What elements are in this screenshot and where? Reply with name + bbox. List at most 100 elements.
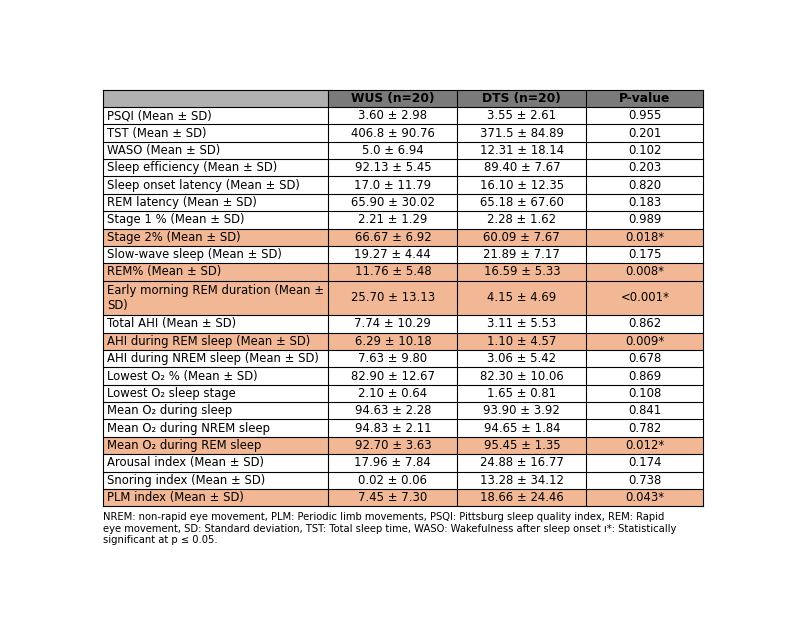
Bar <box>586 367 704 384</box>
Bar <box>328 402 457 419</box>
Bar <box>586 90 704 107</box>
Bar <box>457 454 586 471</box>
Text: 0.678: 0.678 <box>628 352 662 365</box>
Text: PLM index (Mean ± SD): PLM index (Mean ± SD) <box>107 491 244 504</box>
Bar <box>328 159 457 176</box>
Text: PSQI (Mean ± SD): PSQI (Mean ± SD) <box>107 109 212 122</box>
Text: Mean O₂ during sleep: Mean O₂ during sleep <box>107 404 232 417</box>
Text: 0.174: 0.174 <box>628 457 662 469</box>
Bar <box>586 124 704 142</box>
Bar <box>328 176 457 194</box>
Text: Snoring index (Mean ± SD): Snoring index (Mean ± SD) <box>107 474 265 487</box>
Bar <box>328 194 457 211</box>
Bar <box>457 367 586 384</box>
Bar <box>103 471 328 489</box>
Text: 7.74 ± 10.29: 7.74 ± 10.29 <box>354 317 431 330</box>
Text: 1.10 ± 4.57: 1.10 ± 4.57 <box>487 335 556 348</box>
Text: 7.45 ± 7.30: 7.45 ± 7.30 <box>358 491 427 504</box>
Text: REM% (Mean ± SD): REM% (Mean ± SD) <box>107 265 221 278</box>
Text: 94.83 ± 2.11: 94.83 ± 2.11 <box>354 422 431 435</box>
Text: 11.76 ± 5.48: 11.76 ± 5.48 <box>354 265 431 278</box>
Text: 0.108: 0.108 <box>628 387 662 400</box>
Text: AHI during NREM sleep (Mean ± SD): AHI during NREM sleep (Mean ± SD) <box>107 352 319 365</box>
Bar <box>457 384 586 402</box>
Text: 1.65 ± 0.81: 1.65 ± 0.81 <box>487 387 556 400</box>
Text: 65.18 ± 67.60: 65.18 ± 67.60 <box>480 196 563 209</box>
Bar <box>586 402 704 419</box>
Text: Sleep onset latency (Mean ± SD): Sleep onset latency (Mean ± SD) <box>107 178 300 192</box>
Text: Total AHI (Mean ± SD): Total AHI (Mean ± SD) <box>107 317 236 330</box>
Bar <box>103 350 328 367</box>
Bar <box>328 419 457 437</box>
Bar <box>457 350 586 367</box>
Text: 4.15 ± 4.69: 4.15 ± 4.69 <box>487 292 556 305</box>
Text: 0.869: 0.869 <box>628 370 662 383</box>
Text: 7.63 ± 9.80: 7.63 ± 9.80 <box>358 352 427 365</box>
Text: 0.738: 0.738 <box>628 474 662 487</box>
Bar <box>328 107 457 124</box>
Bar <box>103 316 328 333</box>
Text: 0.203: 0.203 <box>628 161 662 175</box>
Bar <box>103 211 328 229</box>
Bar <box>586 107 704 124</box>
Bar <box>586 176 704 194</box>
Bar <box>457 194 586 211</box>
Text: 60.09 ± 7.67: 60.09 ± 7.67 <box>483 231 560 243</box>
Bar <box>103 402 328 419</box>
Text: 0.820: 0.820 <box>628 178 661 192</box>
Bar <box>457 229 586 246</box>
Bar <box>328 281 457 316</box>
Text: 16.59 ± 5.33: 16.59 ± 5.33 <box>483 265 560 278</box>
Bar <box>328 124 457 142</box>
Text: 25.70 ± 13.13: 25.70 ± 13.13 <box>351 292 435 305</box>
Text: 17.96 ± 7.84: 17.96 ± 7.84 <box>354 457 431 469</box>
Bar <box>457 159 586 176</box>
Text: 82.90 ± 12.67: 82.90 ± 12.67 <box>351 370 435 383</box>
Text: 95.45 ± 1.35: 95.45 ± 1.35 <box>483 439 560 452</box>
Text: 0.175: 0.175 <box>628 248 662 261</box>
Text: 6.29 ± 10.18: 6.29 ± 10.18 <box>354 335 431 348</box>
Bar <box>103 90 328 107</box>
Bar <box>586 211 704 229</box>
Text: AHI during REM sleep (Mean ± SD): AHI during REM sleep (Mean ± SD) <box>107 335 310 348</box>
Bar <box>457 281 586 316</box>
Bar <box>103 176 328 194</box>
Text: Slow-wave sleep (Mean ± SD): Slow-wave sleep (Mean ± SD) <box>107 248 282 261</box>
Bar <box>457 402 586 419</box>
Bar <box>103 419 328 437</box>
Text: 0.862: 0.862 <box>628 317 661 330</box>
Bar <box>457 124 586 142</box>
Bar <box>328 246 457 263</box>
Text: 21.89 ± 7.17: 21.89 ± 7.17 <box>483 248 560 261</box>
Bar <box>328 90 457 107</box>
Text: 3.60 ± 2.98: 3.60 ± 2.98 <box>358 109 427 122</box>
Bar <box>103 263 328 281</box>
Text: 12.31 ± 18.14: 12.31 ± 18.14 <box>480 144 564 157</box>
Bar <box>586 437 704 454</box>
Text: 0.989: 0.989 <box>628 213 662 226</box>
Bar <box>103 281 328 316</box>
Text: 16.10 ± 12.35: 16.10 ± 12.35 <box>480 178 564 192</box>
Bar <box>457 263 586 281</box>
Bar <box>103 454 328 471</box>
Text: 2.10 ± 0.64: 2.10 ± 0.64 <box>358 387 427 400</box>
Text: 2.28 ± 1.62: 2.28 ± 1.62 <box>487 213 556 226</box>
Text: 94.63 ± 2.28: 94.63 ± 2.28 <box>355 404 431 417</box>
Text: Lowest O₂ % (Mean ± SD): Lowest O₂ % (Mean ± SD) <box>107 370 257 383</box>
Text: 13.28 ± 34.12: 13.28 ± 34.12 <box>480 474 563 487</box>
Bar <box>103 107 328 124</box>
Bar <box>103 367 328 384</box>
Text: 3.55 ± 2.61: 3.55 ± 2.61 <box>487 109 556 122</box>
Text: 89.40 ± 7.67: 89.40 ± 7.67 <box>483 161 560 175</box>
Text: 3.06 ± 5.42: 3.06 ± 5.42 <box>487 352 556 365</box>
Bar <box>586 246 704 263</box>
Text: 65.90 ± 30.02: 65.90 ± 30.02 <box>351 196 434 209</box>
Bar <box>328 142 457 159</box>
Bar <box>586 194 704 211</box>
Bar <box>457 107 586 124</box>
Bar <box>103 194 328 211</box>
Bar <box>328 350 457 367</box>
Text: 406.8 ± 90.76: 406.8 ± 90.76 <box>351 127 434 140</box>
Text: 94.65 ± 1.84: 94.65 ± 1.84 <box>484 422 560 435</box>
Bar <box>457 471 586 489</box>
